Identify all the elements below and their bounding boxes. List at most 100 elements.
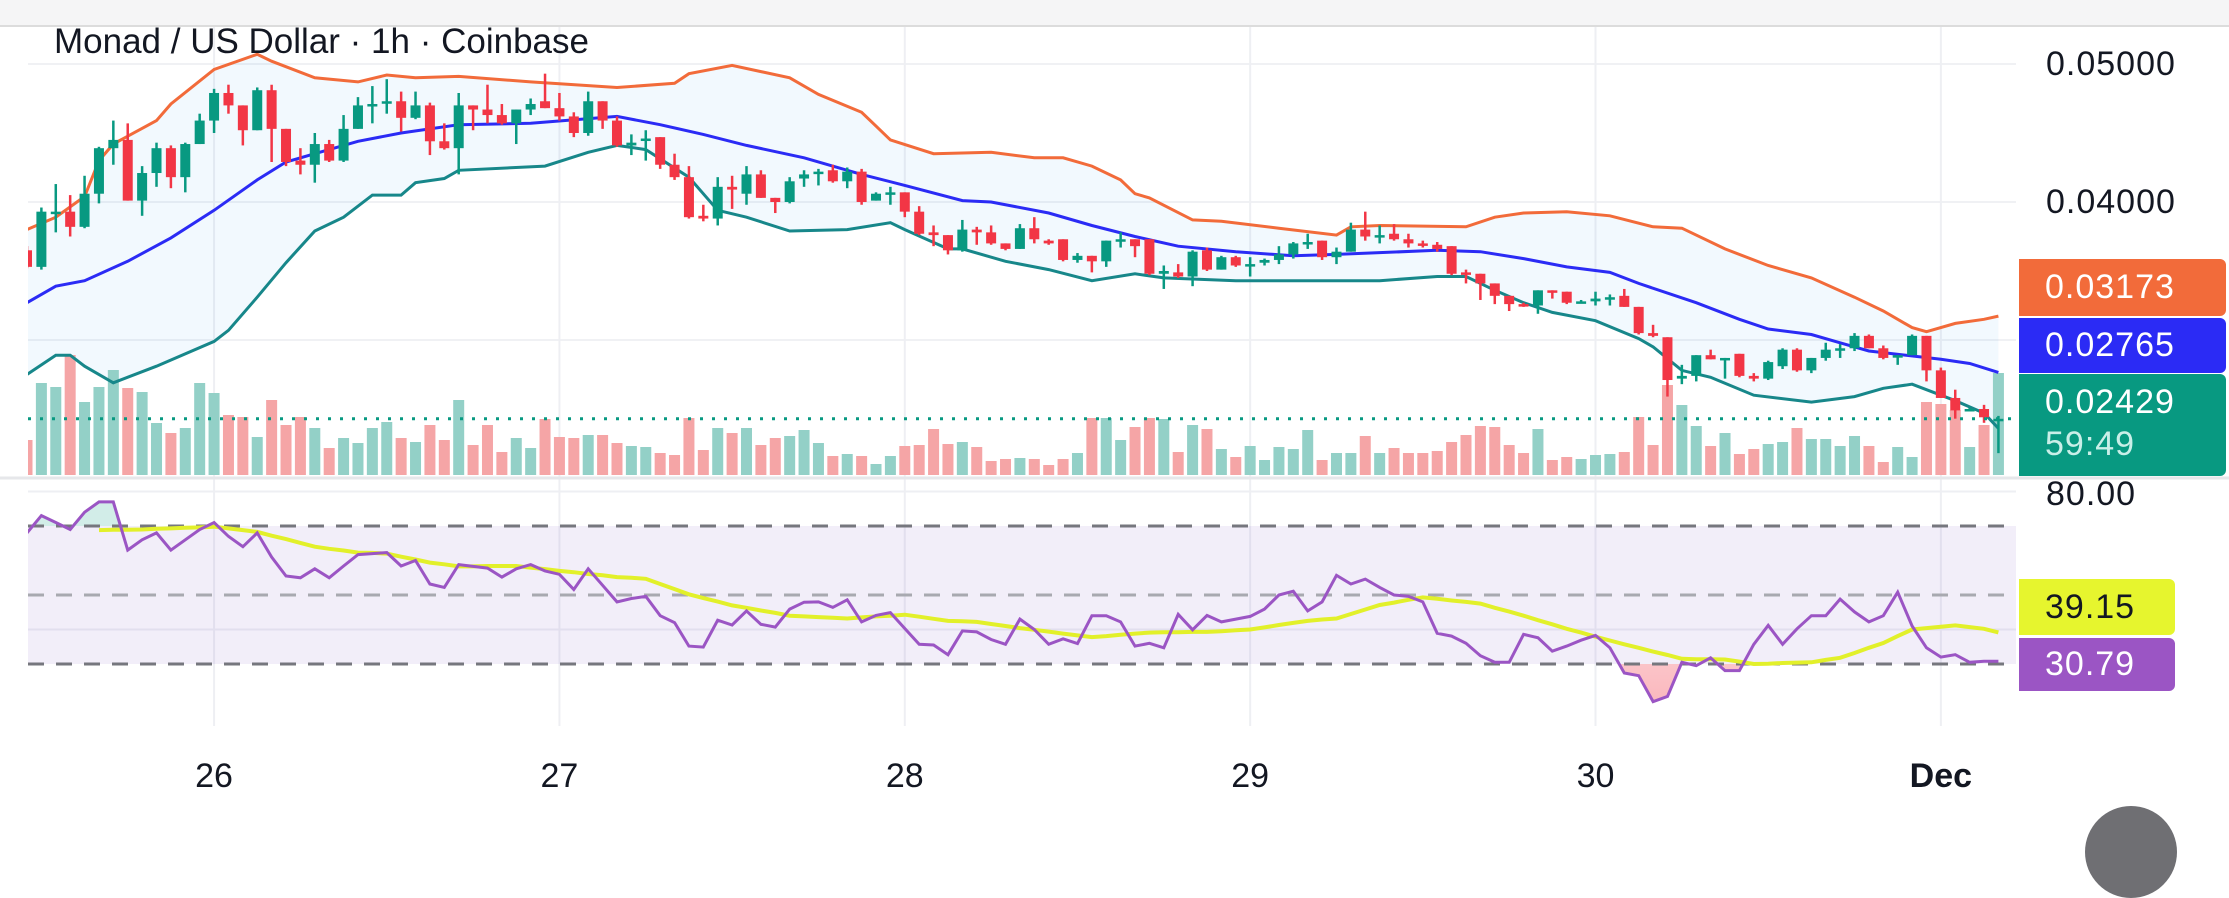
volume-bar	[942, 444, 954, 475]
candle	[971, 226, 982, 245]
candle-body	[1173, 272, 1184, 277]
candle-body	[1432, 244, 1443, 249]
volume-bar	[1230, 457, 1242, 475]
candle-body	[50, 211, 61, 215]
volume-bar	[956, 442, 968, 475]
candle	[496, 104, 507, 125]
candle	[741, 166, 752, 205]
volume-bar	[1446, 442, 1458, 475]
time-tick-label: 29	[1231, 757, 1270, 795]
volume-bar	[1028, 459, 1040, 475]
candle-body	[36, 211, 47, 267]
candle-body	[1763, 362, 1774, 379]
candle	[1691, 355, 1702, 382]
candle-body	[1950, 397, 1961, 411]
candle	[1705, 349, 1716, 360]
volume-bar	[726, 433, 738, 475]
volume-bar	[453, 400, 465, 475]
volume-bar	[1661, 385, 1673, 475]
volume-bar	[1043, 465, 1055, 475]
candle	[1504, 295, 1515, 312]
candle-body	[1475, 273, 1486, 284]
candle	[1475, 273, 1486, 300]
volume-bar	[1820, 439, 1832, 475]
candle-body	[770, 197, 781, 202]
candle-body	[79, 193, 90, 227]
candle-body	[266, 90, 277, 129]
candle	[1676, 364, 1687, 385]
candle-body	[1043, 240, 1054, 244]
candle-body	[1691, 355, 1702, 376]
volume-bar	[1244, 446, 1256, 475]
candle-body	[1461, 272, 1471, 275]
candle-body	[1633, 306, 1644, 334]
volume-bar	[323, 448, 335, 475]
volume-bar	[870, 464, 882, 475]
candle-body	[1504, 295, 1515, 305]
candle-body	[1216, 257, 1227, 270]
candle-body	[1648, 333, 1659, 336]
volume-bar	[525, 448, 537, 475]
candle-body	[856, 171, 867, 202]
candle	[108, 120, 119, 165]
middle-band-value: 0.02765	[2045, 326, 2175, 364]
candle	[655, 137, 666, 169]
candle	[899, 192, 910, 218]
volume-bar	[1287, 449, 1299, 475]
volume-bar	[1705, 446, 1717, 475]
candle	[1921, 335, 1932, 382]
price-chart[interactable]	[0, 0, 2229, 810]
candle-body	[295, 160, 306, 165]
candle	[1058, 239, 1069, 262]
candle	[1130, 239, 1141, 258]
volume-bar	[625, 446, 637, 475]
candle	[1791, 348, 1802, 372]
candle	[1461, 269, 1471, 284]
volume-bar	[1978, 425, 1990, 475]
candle	[1763, 360, 1774, 381]
candle-body	[1806, 357, 1817, 371]
floating-action-button[interactable]	[2085, 806, 2177, 898]
volume-bar	[1302, 430, 1314, 475]
volume-bar	[1805, 439, 1817, 475]
candle-body	[1417, 243, 1428, 246]
volume-bar	[510, 438, 522, 475]
candle	[79, 175, 90, 229]
candle	[784, 177, 795, 204]
candle	[942, 235, 953, 255]
volume-bar	[741, 428, 752, 475]
candle-body	[309, 144, 320, 165]
volume-bar	[352, 443, 364, 475]
candle-body	[583, 101, 594, 133]
candle	[223, 84, 234, 114]
candle-body	[942, 235, 953, 251]
candle	[1849, 333, 1860, 352]
candle	[1201, 247, 1212, 271]
candle-body	[1662, 337, 1673, 381]
candle	[597, 101, 608, 129]
volume-bar	[93, 387, 105, 475]
candle-body	[324, 144, 335, 161]
candle-body	[482, 109, 493, 116]
candle	[1245, 257, 1256, 277]
candle	[669, 153, 680, 180]
candle	[1302, 233, 1313, 249]
volume-bar	[1791, 428, 1803, 475]
volume-bar	[410, 442, 422, 475]
volume-bar	[1259, 460, 1271, 475]
volume-bar	[582, 435, 594, 475]
candle	[1345, 222, 1356, 252]
volume-bar	[251, 437, 263, 475]
candle-body	[1835, 348, 1846, 351]
candle	[252, 87, 263, 131]
candle	[1259, 258, 1270, 266]
candle	[755, 170, 766, 198]
candle-body	[1072, 255, 1083, 260]
candle-body	[237, 105, 248, 131]
candle	[626, 134, 637, 156]
volume-bar	[1849, 436, 1861, 475]
candle	[1561, 291, 1572, 305]
volume-bar	[1964, 447, 1976, 475]
candle-body	[914, 211, 925, 234]
volume-bar	[194, 383, 206, 475]
